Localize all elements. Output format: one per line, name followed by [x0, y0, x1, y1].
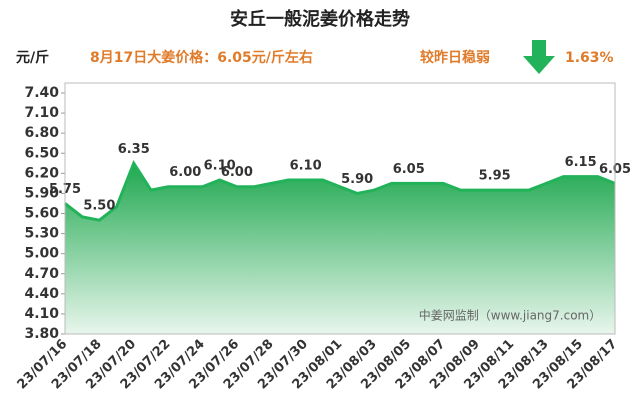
y-tick-label: 6.80	[24, 125, 59, 141]
watermark: 中姜网监制（www.jiang7.com）	[419, 308, 601, 323]
y-tick-label: 3.80	[24, 326, 59, 342]
y-tick-label: 4.10	[24, 306, 59, 322]
data-label: 5.90	[341, 172, 373, 187]
line	[64, 160, 616, 222]
y-tick-label: 5.30	[24, 226, 59, 242]
unit-label: 元/斤	[16, 49, 49, 66]
y-tick-label: 5.00	[24, 246, 59, 262]
data-label: 6.05	[393, 162, 425, 177]
area-fill	[65, 163, 615, 334]
y-tick-label: 7.40	[24, 85, 59, 101]
y-tick-label: 4.40	[24, 286, 59, 302]
data-label: 6.10	[204, 159, 236, 174]
y-tick-label: 6.20	[24, 165, 59, 181]
plot-border	[64, 82, 616, 335]
y-tick-label: 4.70	[24, 266, 59, 282]
data-label: 6.00	[221, 165, 253, 180]
data-label: 6.00	[169, 165, 201, 180]
data-label: 5.95	[479, 169, 511, 184]
y-tick-label: 6.50	[24, 145, 59, 161]
chart-title: 安丘一般泥姜价格走势	[230, 8, 410, 30]
y-tick-label: 7.10	[24, 105, 59, 121]
data-label: 5.50	[83, 199, 115, 214]
down-arrow	[523, 40, 555, 74]
data-label: 6.35	[118, 142, 150, 157]
subtitle: 8月17日大姜价格：6.05元/斤左右	[90, 49, 313, 66]
y-tick-label: 5.60	[24, 206, 59, 222]
change-text: 较昨日稳弱	[420, 49, 490, 66]
data-label: 6.10	[290, 159, 322, 174]
data-label: 6.15	[565, 155, 597, 170]
change-value: 1.63%	[565, 50, 614, 66]
y-tick-label: 5.90	[24, 185, 59, 201]
